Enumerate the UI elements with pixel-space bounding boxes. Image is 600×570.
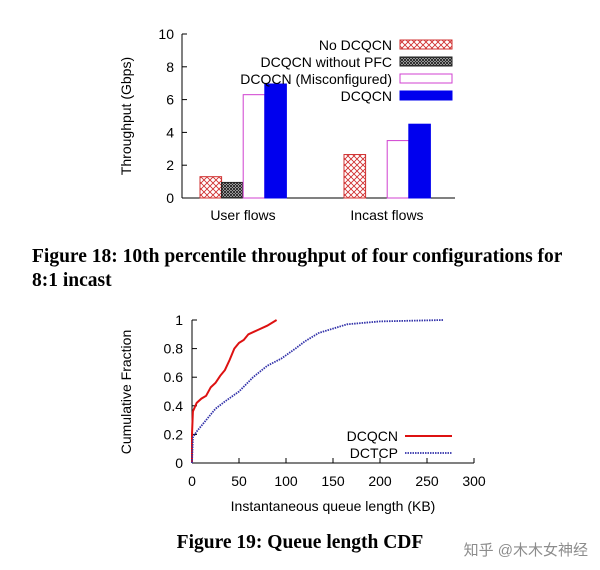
figure-19-cdf-chart: 0 0.2 0.4 0.6 0.8 1 0 50 100 150 200 250 300 Instanta… — [118, 312, 486, 514]
y-axis-label: Throughput (Gbps) — [118, 57, 134, 175]
y-tick-label: 0 — [166, 190, 174, 206]
x-tick-label: 50 — [231, 473, 247, 489]
y-tick-label: 0 — [175, 455, 183, 471]
x-tick-label: 0 — [188, 473, 196, 489]
y-tick-label: 10 — [158, 26, 174, 42]
x-tick-label: 300 — [462, 473, 486, 489]
legend-label: DCTCP — [350, 445, 398, 461]
y-tick-label: 8 — [166, 59, 174, 75]
bar — [343, 154, 367, 199]
legend-swatch — [399, 39, 453, 50]
bar — [408, 123, 431, 199]
legend-label: DCQCN without PFC — [261, 54, 392, 70]
bar — [221, 181, 244, 199]
y-tick-label: 0.8 — [164, 341, 184, 357]
y-tick-label: 4 — [166, 124, 174, 140]
legend-label: DCQCN (Misconfigured) — [240, 71, 392, 87]
y-axis-label: Cumulative Fraction — [118, 330, 134, 455]
bar — [264, 83, 287, 199]
legend-swatch — [399, 56, 453, 67]
legend-swatch — [399, 90, 453, 101]
bar — [386, 140, 410, 199]
legend-label: DCQCN — [341, 88, 392, 104]
x-tick-label: Incast flows — [350, 207, 423, 223]
y-tick-label: 0.2 — [164, 426, 184, 442]
y-tick-label: 2 — [166, 157, 174, 173]
x-tick-label: 150 — [321, 473, 345, 489]
x-tick-label: User flows — [210, 207, 275, 223]
x-tick-label: 250 — [415, 473, 439, 489]
watermark: 知乎 @木木女神经 — [463, 542, 588, 559]
series-line-dctcp — [191, 319, 444, 464]
legend-label: DCQCN — [347, 428, 398, 444]
figure-18-caption: Figure 18: 10th percentile throughput of… — [32, 246, 563, 291]
x-axis-label: Instantaneous queue length (KB) — [231, 498, 436, 514]
y-tick-label: 6 — [166, 92, 174, 108]
bar — [199, 176, 223, 199]
bar — [242, 94, 266, 199]
y-tick-label: 1 — [175, 312, 183, 328]
x-tick-label: 200 — [368, 473, 392, 489]
figure-19-caption: Figure 19: Queue length CDF — [176, 532, 424, 553]
y-tick-label: 0.6 — [164, 369, 184, 385]
legend-swatch — [399, 73, 453, 84]
y-tick-label: 0.4 — [164, 398, 184, 414]
legend-label: No DCQCN — [319, 37, 392, 53]
figure-18-bar-chart: 0 2 4 6 8 10 Throughput (Gbps) User flows Incast… — [118, 26, 455, 223]
series-line-dcqcn — [191, 319, 278, 463]
x-tick-label: 100 — [274, 473, 298, 489]
